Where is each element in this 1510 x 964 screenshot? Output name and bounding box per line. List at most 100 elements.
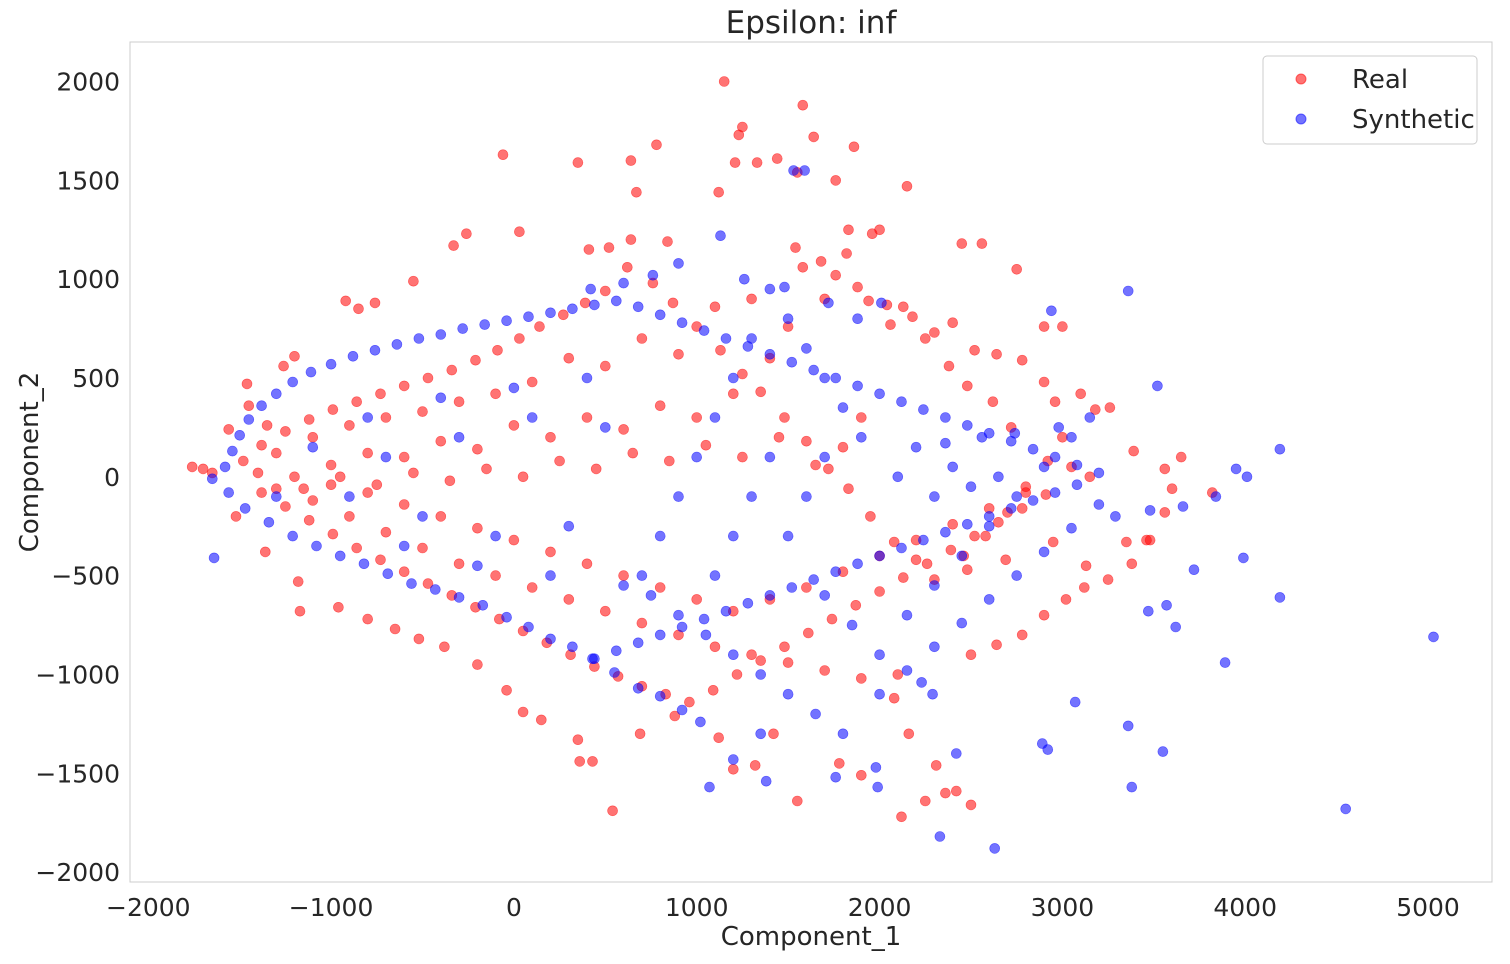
- synthetic-point: [983, 511, 995, 522]
- real-point: [852, 281, 863, 293]
- synthetic-point: [610, 645, 622, 657]
- synthetic-point: [632, 637, 644, 649]
- legend-frame: [1262, 55, 1478, 145]
- real-point: [340, 295, 352, 307]
- real-point: [897, 301, 909, 313]
- real-point: [1011, 263, 1023, 275]
- synthetic-point: [989, 843, 1001, 854]
- real-point: [1102, 574, 1114, 585]
- synthetic-point: [208, 552, 220, 564]
- synthetic-point: [676, 704, 688, 716]
- x-tick-label: −1000: [289, 893, 374, 922]
- synthetic-point: [1011, 491, 1023, 502]
- real-point: [1038, 321, 1050, 332]
- synthetic-point: [837, 402, 849, 413]
- real-point: [833, 758, 845, 769]
- real-point: [707, 684, 719, 696]
- real-point: [945, 544, 957, 556]
- x-tick-label: −2000: [106, 893, 191, 922]
- real-point: [731, 669, 743, 680]
- synthetic-point: [746, 491, 757, 502]
- synthetic-point: [961, 420, 973, 431]
- synthetic-point: [287, 376, 299, 388]
- real-point: [398, 566, 410, 578]
- synthetic-point: [599, 422, 611, 433]
- real-point: [810, 459, 821, 471]
- real-point: [718, 76, 730, 87]
- real-point: [472, 522, 483, 534]
- real-point: [375, 388, 386, 400]
- synthetic-point: [581, 372, 593, 384]
- real-point: [371, 479, 383, 491]
- synthetic-point: [1084, 412, 1096, 423]
- real-point: [618, 570, 629, 581]
- real-point: [768, 728, 779, 740]
- real-point: [408, 275, 419, 287]
- real-point: [1126, 558, 1138, 570]
- real-point: [700, 439, 712, 451]
- chart-title: Epsilon: inf: [726, 5, 898, 41]
- synthetic-point: [695, 716, 706, 728]
- synthetic-point: [896, 542, 907, 554]
- real-point: [947, 317, 959, 329]
- synthetic-point: [1126, 781, 1138, 793]
- synthetic-point: [876, 297, 887, 309]
- real-point: [662, 236, 673, 247]
- real-point: [278, 360, 289, 372]
- synthetic-point: [545, 570, 556, 581]
- synthetic-point: [417, 511, 428, 522]
- real-point: [919, 333, 931, 344]
- real-point: [481, 463, 492, 475]
- synthetic-point: [287, 530, 299, 542]
- synthetic-point: [1170, 621, 1181, 633]
- synthetic-point: [490, 530, 501, 542]
- synthetic-point: [852, 380, 863, 392]
- synthetic-point: [691, 451, 703, 463]
- synthetic-point: [892, 471, 904, 483]
- synthetic-point: [585, 283, 597, 295]
- real-point: [919, 795, 931, 807]
- synthetic-point: [823, 297, 834, 309]
- synthetic-point: [874, 388, 885, 400]
- real-point: [294, 605, 306, 617]
- real-point: [252, 467, 264, 479]
- synthetic-point: [874, 649, 885, 661]
- real-point: [797, 99, 809, 111]
- synthetic-point: [872, 781, 884, 793]
- synthetic-point: [654, 309, 666, 321]
- real-point: [514, 226, 525, 237]
- synthetic-point: [1110, 511, 1121, 522]
- real-point: [826, 613, 838, 625]
- synthetic-point: [1274, 592, 1286, 603]
- real-point: [557, 309, 569, 321]
- synthetic-point: [755, 669, 767, 680]
- real-point: [590, 463, 602, 475]
- real-point: [1104, 402, 1116, 413]
- real-point: [888, 692, 900, 704]
- real-point: [802, 627, 814, 639]
- x-tick-label: 5000: [1396, 893, 1460, 922]
- synthetic-point: [479, 319, 491, 330]
- synthetic-point: [965, 481, 977, 493]
- real-point: [1016, 503, 1028, 514]
- synthetic-point: [961, 518, 973, 530]
- real-point: [1000, 554, 1012, 566]
- synthetic-point: [810, 708, 821, 720]
- real-point: [492, 344, 503, 356]
- real-point: [1038, 609, 1050, 621]
- real-point: [855, 673, 867, 684]
- synthetic-point: [1005, 435, 1017, 447]
- real-point: [292, 576, 304, 587]
- real-point: [691, 594, 703, 605]
- synthetic-point: [983, 520, 995, 532]
- real-point: [625, 155, 637, 166]
- real-point: [243, 400, 255, 412]
- real-point: [472, 659, 483, 670]
- synthetic-point: [325, 358, 337, 370]
- real-point: [848, 141, 860, 153]
- real-point: [398, 380, 410, 392]
- real-point: [1079, 582, 1090, 593]
- synthetic-point: [1210, 491, 1222, 502]
- real-point: [461, 228, 472, 239]
- real-point: [855, 412, 867, 423]
